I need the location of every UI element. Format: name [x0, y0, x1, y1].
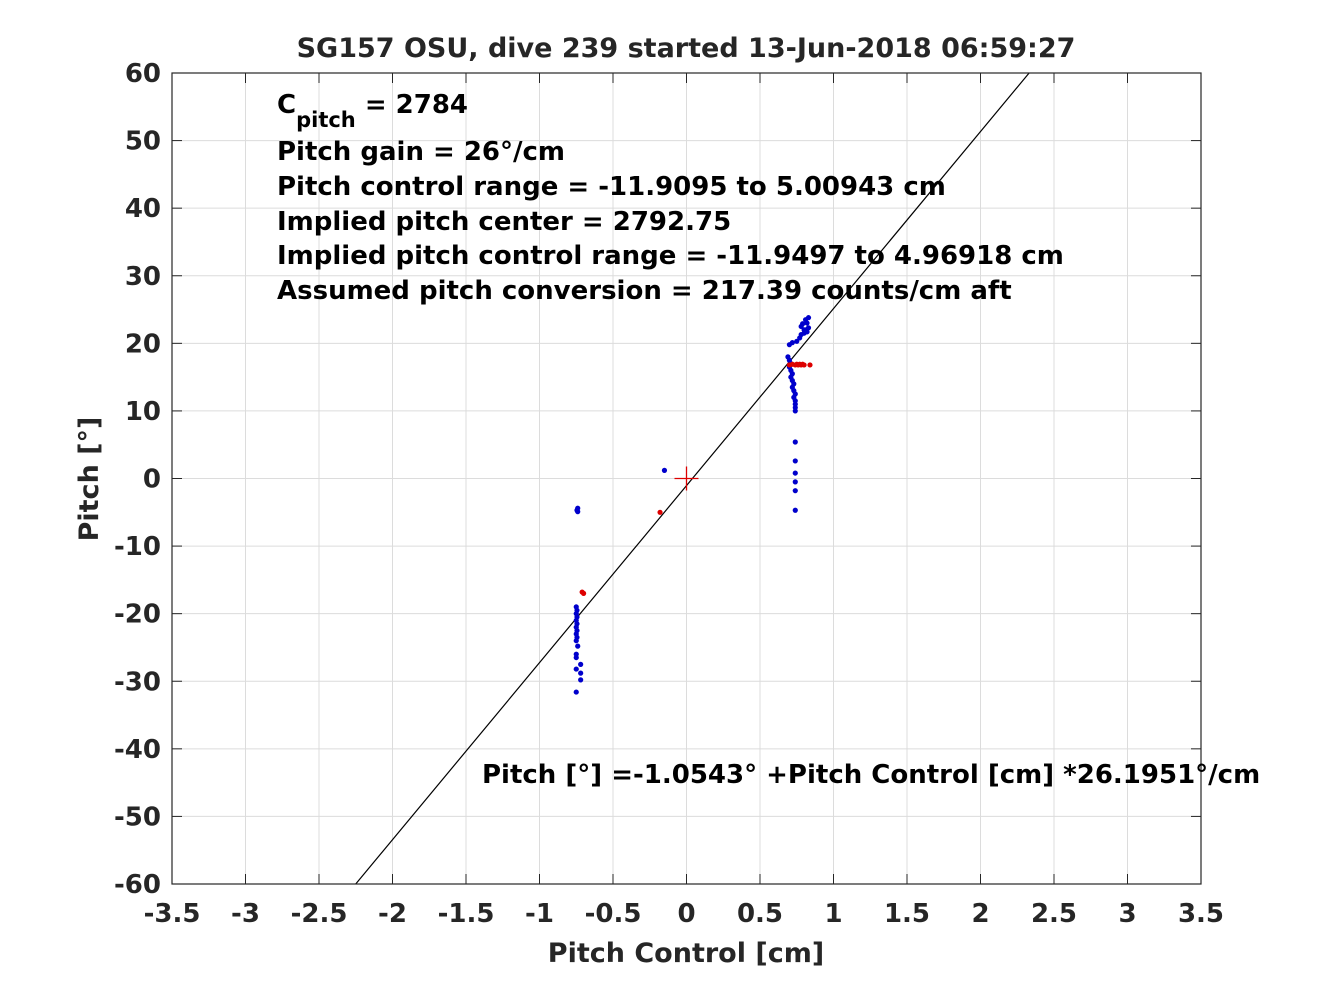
- x-tick-label: -0.5: [585, 899, 642, 929]
- data-point: [805, 315, 812, 321]
- data-point: [578, 677, 584, 683]
- x-tick-label: 1: [824, 899, 842, 929]
- data-point: [573, 654, 579, 661]
- grid-lines: [171, 72, 1202, 885]
- x-tick-label: -1.5: [438, 899, 495, 929]
- data-point: [657, 509, 663, 515]
- x-tick-label: 1.5: [884, 899, 930, 929]
- data-point: [789, 340, 795, 346]
- x-tick-label: 2: [971, 899, 989, 929]
- y-axis-label: Pitch [°]: [74, 417, 105, 542]
- y-tick-label: 20: [125, 329, 161, 359]
- x-tick-label: -3: [231, 899, 260, 929]
- y-tick-label: -60: [114, 870, 161, 900]
- y-tick-label: 0: [143, 465, 161, 495]
- x-tick-label: 3: [1118, 899, 1136, 929]
- x-tick-label: 0.5: [737, 899, 783, 929]
- data-point: [792, 408, 798, 414]
- y-tick-label: 40: [125, 194, 161, 224]
- data-point: [661, 467, 668, 473]
- data-point: [578, 661, 584, 667]
- chart-title: SG157 OSU, dive 239 started 13-Jun-2018 …: [297, 33, 1076, 64]
- x-tick-label: -2: [378, 899, 407, 929]
- y-tick-label: -40: [114, 735, 161, 765]
- data-point: [581, 590, 587, 596]
- c-pitch-value: = 2784: [356, 90, 468, 120]
- x-tick-label: 2.5: [1031, 899, 1077, 929]
- annotation-fit-equation: Pitch [°] =-1.0543° +Pitch Control [cm] …: [482, 760, 1260, 790]
- data-point: [575, 643, 581, 649]
- y-tick-label: 10: [125, 397, 161, 427]
- y-tick-label: -50: [114, 802, 161, 832]
- data-point: [807, 362, 813, 368]
- x-tick-label: -2.5: [291, 899, 348, 929]
- annotation-pitch-gain: Pitch gain = 26°/cm: [277, 137, 565, 167]
- data-point: [792, 507, 798, 513]
- c-pitch-base: C: [277, 90, 296, 120]
- data-point: [801, 362, 807, 368]
- data-point: [792, 479, 798, 485]
- x-tick-label: 0: [677, 899, 695, 929]
- data-point: [800, 321, 806, 327]
- annotation-implied-range: Implied pitch control range = -11.9497 t…: [277, 241, 1064, 271]
- x-tick-label: 3.5: [1178, 899, 1224, 929]
- data-point: [792, 488, 798, 494]
- data-point: [578, 670, 584, 676]
- x-tick-label: -3.5: [144, 899, 201, 929]
- data-point: [575, 509, 581, 515]
- data-point: [573, 689, 579, 695]
- data-point: [573, 666, 579, 672]
- annotation-c-pitch: Cpitch = 2784: [277, 90, 468, 132]
- data-point: [792, 439, 798, 445]
- x-tick-labels: -3.5 -3 -2.5 -2 -1.5 -1 -0.5 0 0.5 1 1.5 2 2.5 3 3.5: [144, 899, 1224, 929]
- x-tick-label: -1: [525, 899, 554, 929]
- data-point: [794, 338, 800, 344]
- y-tick-label: -10: [114, 532, 161, 562]
- c-pitch-subscript: pitch: [296, 108, 356, 132]
- y-tick-labels: -60 -50 -40 -30 -20 -10 0 10 20 30 40 50 60: [114, 59, 161, 900]
- y-tick-label: -30: [114, 667, 161, 697]
- annotation-pitch-control-range: Pitch control range = -11.9095 to 5.0094…: [277, 172, 946, 202]
- y-tick-label: 30: [125, 262, 161, 292]
- plot-area: [355, 72, 1030, 885]
- annotation-conversion: Assumed pitch conversion = 217.39 counts…: [277, 276, 1012, 306]
- y-tick-label: -20: [114, 600, 161, 630]
- axes-box: [171, 72, 1202, 885]
- annotation-implied-center: Implied pitch center = 2792.75: [277, 207, 731, 237]
- x-axis-label: Pitch Control [cm]: [548, 938, 824, 969]
- y-tick-label: 60: [125, 59, 161, 89]
- data-point: [573, 638, 579, 644]
- data-point: [805, 325, 812, 331]
- data-point: [801, 327, 807, 333]
- y-tick-label: 50: [125, 127, 161, 157]
- data-point: [792, 470, 798, 476]
- data-point: [792, 458, 798, 464]
